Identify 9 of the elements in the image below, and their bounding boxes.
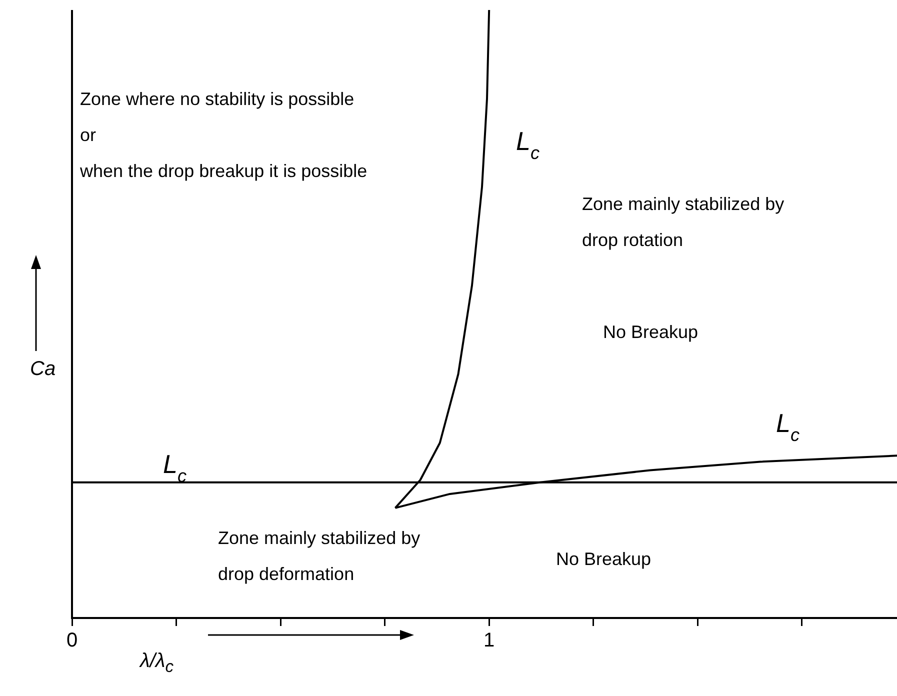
annotation: Zone mainly stabilized by drop deformation [218,528,420,584]
annotation: Zone where no stability is possible or when the drop breakup it is possible [79,89,368,181]
annotation: No Breakup [603,322,698,342]
annotation: Zone mainly stabilized by drop rotation [582,194,784,250]
annotation: No Breakup [556,549,652,569]
x-axis-title: λ/λ$_{c}$ [140,650,174,677]
x-tick-label: 1 [484,630,495,652]
y-axis-title: Ca [30,358,56,381]
x-tick-label: 0 [66,630,78,652]
